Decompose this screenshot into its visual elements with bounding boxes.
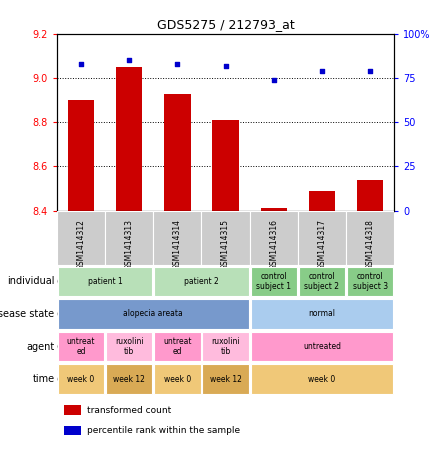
Bar <box>105 211 153 265</box>
Text: GSM1414318: GSM1414318 <box>366 219 374 270</box>
Title: GDS5275 / 212793_at: GDS5275 / 212793_at <box>157 19 294 31</box>
Point <box>126 57 133 64</box>
Polygon shape <box>55 339 57 354</box>
Bar <box>201 211 250 265</box>
Text: untreated: untreated <box>303 342 341 351</box>
Bar <box>202 332 249 361</box>
Text: week 0: week 0 <box>164 375 191 384</box>
Text: GSM1414316: GSM1414316 <box>269 219 278 270</box>
Text: week 0: week 0 <box>308 375 336 384</box>
Text: GSM1414315: GSM1414315 <box>221 219 230 270</box>
Text: ruxolini
tib: ruxolini tib <box>211 337 240 356</box>
Text: patient 2: patient 2 <box>184 277 219 286</box>
Bar <box>58 299 249 328</box>
Text: untreat
ed: untreat ed <box>163 337 192 356</box>
Bar <box>106 365 152 394</box>
Point <box>367 67 374 75</box>
Text: percentile rank within the sample: percentile rank within the sample <box>87 426 240 435</box>
Bar <box>164 94 191 211</box>
Text: GSM1414313: GSM1414313 <box>125 219 134 270</box>
Bar <box>116 67 142 211</box>
Text: control
subject 2: control subject 2 <box>304 272 339 291</box>
Text: week 12: week 12 <box>210 375 241 384</box>
Polygon shape <box>55 307 57 321</box>
Text: control
subject 3: control subject 3 <box>353 272 388 291</box>
Bar <box>153 211 201 265</box>
Bar <box>154 365 201 394</box>
Text: week 0: week 0 <box>67 375 95 384</box>
Text: disease state: disease state <box>0 309 55 319</box>
Text: GSM1414317: GSM1414317 <box>318 219 326 270</box>
Bar <box>154 267 249 296</box>
Bar <box>309 191 335 211</box>
Text: individual: individual <box>7 276 55 286</box>
Point <box>270 76 277 83</box>
Bar <box>250 211 298 265</box>
Bar <box>251 365 393 394</box>
Text: untreat
ed: untreat ed <box>67 337 95 356</box>
Bar <box>357 180 383 211</box>
Bar <box>64 405 81 415</box>
Bar <box>58 365 104 394</box>
Bar <box>251 267 297 296</box>
Text: alopecia areata: alopecia areata <box>124 309 183 318</box>
Bar <box>57 211 105 265</box>
Bar <box>202 365 249 394</box>
Polygon shape <box>55 372 57 386</box>
Text: GSM1414312: GSM1414312 <box>77 219 85 270</box>
Point <box>318 67 325 75</box>
Text: agent: agent <box>26 342 55 352</box>
Bar <box>298 211 346 265</box>
Text: time: time <box>32 374 55 384</box>
Bar <box>106 332 152 361</box>
Text: transformed count: transformed count <box>87 406 172 414</box>
Text: week 12: week 12 <box>113 375 145 384</box>
Bar <box>346 211 394 265</box>
Bar <box>64 426 81 435</box>
Polygon shape <box>55 274 57 289</box>
Text: normal: normal <box>308 309 336 318</box>
Bar <box>251 332 393 361</box>
Point <box>174 60 181 67</box>
Bar <box>251 299 393 328</box>
Text: control
subject 1: control subject 1 <box>256 272 291 291</box>
Point <box>78 60 85 67</box>
Bar <box>58 267 152 296</box>
Bar <box>68 100 94 211</box>
Bar <box>58 332 104 361</box>
Bar <box>212 120 239 211</box>
Text: GSM1414314: GSM1414314 <box>173 219 182 270</box>
Bar <box>347 267 393 296</box>
Bar <box>261 208 287 211</box>
Bar <box>154 332 201 361</box>
Text: ruxolini
tib: ruxolini tib <box>115 337 144 356</box>
Point <box>222 62 229 69</box>
Text: patient 1: patient 1 <box>88 277 123 286</box>
Bar <box>299 267 345 296</box>
